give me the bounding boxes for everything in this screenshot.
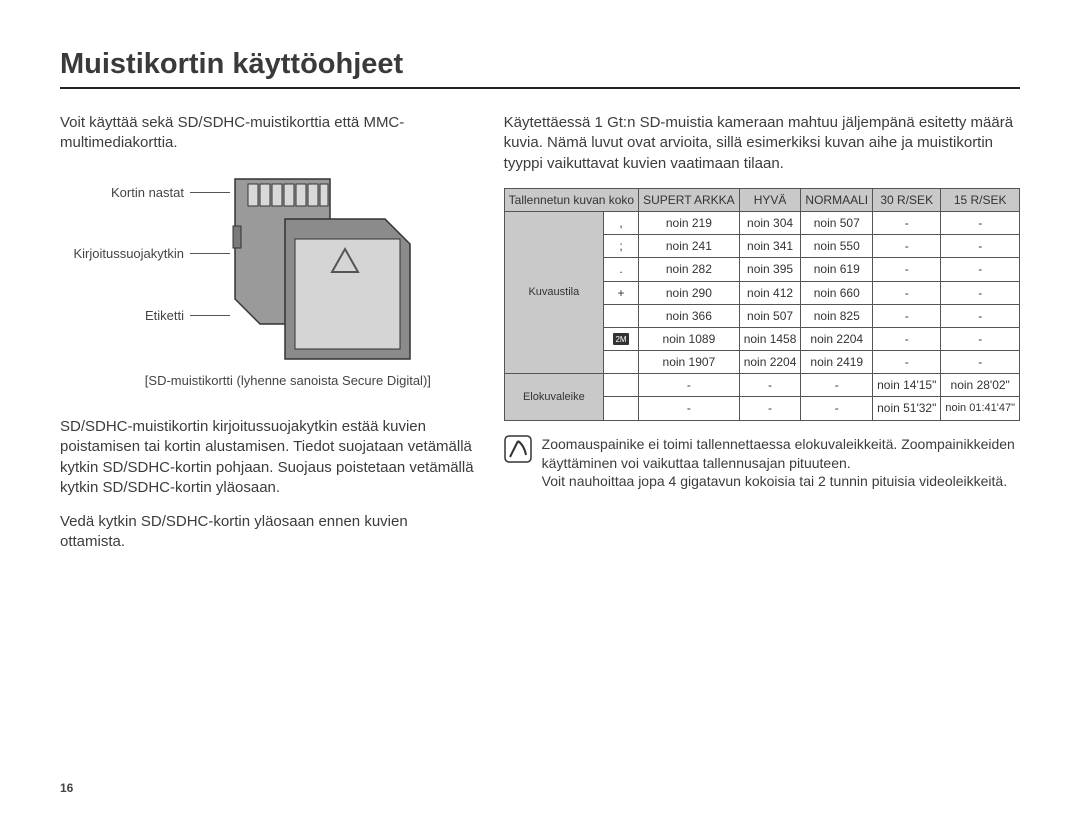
cell: - [639,374,740,397]
label-switch: Kirjoitussuojakytkin [73,245,230,263]
page-number: 16 [60,781,73,795]
note-block: Zoomauspainike ei toimi tallennettaessa … [504,435,1020,492]
cell: noin 01:41'47" [941,397,1020,420]
note-text: Zoomauspainike ei toimi tallennettaessa … [542,435,1020,492]
cell: noin 282 [639,258,740,281]
table-row: Elokuvaleike - - - noin 14'15" noin 28'0… [504,374,1019,397]
cell: noin 14'15" [873,374,941,397]
size-cell: , [604,211,639,234]
content-columns: Voit käyttää sekä SD/SDHC-muistikorttia … [60,113,1020,567]
cell: noin 1458 [739,327,801,350]
cell: - [873,281,941,304]
cell: noin 341 [739,235,801,258]
rowhead-movie: Elokuvaleike [504,374,603,420]
cell: - [873,211,941,234]
cell: noin 507 [801,211,873,234]
size-cell [604,304,639,327]
cell: - [941,258,1020,281]
svg-text:2M: 2M [615,335,626,344]
th-15fps: 15 R/SEK [941,188,1020,211]
table-header-row: Tallennetun kuvan koko SUPERT ARKKA HYVÄ… [504,188,1019,211]
cell: - [941,304,1020,327]
note-line2: Voit nauhoittaa jopa 4 gigatavun kokoisi… [542,472,1020,491]
cell: - [941,281,1020,304]
cell: - [801,374,873,397]
right-intro: Käytettäessä 1 Gt:n SD-muistia kameraan … [504,113,1020,174]
sd-diagram: Kortin nastat Kirjoitussuojakytkin Etike… [60,174,476,364]
left-column: Voit käyttää sekä SD/SDHC-muistikorttia … [60,113,476,567]
size-cell: . [604,258,639,281]
cell: - [873,351,941,374]
left-intro: Voit käyttää sekä SD/SDHC-muistikorttia … [60,113,476,154]
cell: - [639,397,740,420]
cell: - [941,235,1020,258]
size-cell [604,351,639,374]
capacity-table: Tallennetun kuvan koko SUPERT ARKKA HYVÄ… [504,188,1020,421]
size-cell [604,397,639,420]
cell: - [873,258,941,281]
cell: - [941,211,1020,234]
size-cell: ; [604,235,639,258]
label-switch-text: Kirjoitussuojakytkin [73,245,184,263]
cell: noin 366 [639,304,740,327]
diagram-labels: Kortin nastat Kirjoitussuojakytkin Etike… [60,174,230,325]
sd-card-icon [230,174,415,364]
cell: noin 550 [801,235,873,258]
note-icon [504,435,532,463]
table-row: Kuvaustila , noin 219 noin 304 noin 507 … [504,211,1019,234]
th-30fps: 30 R/SEK [873,188,941,211]
cell: noin 304 [739,211,801,234]
note-line1: Zoomauspainike ei toimi tallennettaessa … [542,435,1020,473]
left-para2: Vedä kytkin SD/SDHC-kortin yläosaan enne… [60,512,476,553]
cell: noin 507 [739,304,801,327]
left-para1: SD/SDHC-muistikortin kirjoitussuojakytki… [60,417,476,498]
th-superfine: SUPERT ARKKA [639,188,740,211]
size-2m-icon: 2M [613,333,629,345]
cell: noin 290 [639,281,740,304]
rowhead-still: Kuvaustila [504,211,603,373]
cell: noin 1907 [639,351,740,374]
cell: - [801,397,873,420]
cell: noin 660 [801,281,873,304]
size-cell-icon: 2M [604,327,639,350]
cell: noin 2204 [739,351,801,374]
cell: noin 395 [739,258,801,281]
diagram-caption: [SD-muistikortti (lyhenne sanoista Secur… [100,372,476,390]
size-cell: + [604,281,639,304]
th-normal: NORMAALI [801,188,873,211]
cell: noin 219 [639,211,740,234]
cell: - [739,397,801,420]
cell: noin 412 [739,281,801,304]
cell: - [739,374,801,397]
th-size: Tallennetun kuvan koko [504,188,638,211]
cell: noin 825 [801,304,873,327]
cell: noin 619 [801,258,873,281]
cell: - [941,327,1020,350]
cell: - [873,327,941,350]
size-cell [604,374,639,397]
cell: noin 1089 [639,327,740,350]
label-etiketti-text: Etiketti [145,307,184,325]
page-title: Muistikortin käyttöohjeet [60,48,1020,89]
cell: noin 241 [639,235,740,258]
label-etiketti: Etiketti [145,307,230,325]
th-fine: HYVÄ [739,188,801,211]
cell: noin 51'32" [873,397,941,420]
cell: - [941,351,1020,374]
cell: noin 28'02" [941,374,1020,397]
label-pins-text: Kortin nastat [111,184,184,202]
cell: noin 2419 [801,351,873,374]
cell: - [873,304,941,327]
cell: - [873,235,941,258]
right-column: Käytettäessä 1 Gt:n SD-muistia kameraan … [504,113,1020,567]
cell: noin 2204 [801,327,873,350]
label-pins: Kortin nastat [111,184,230,202]
